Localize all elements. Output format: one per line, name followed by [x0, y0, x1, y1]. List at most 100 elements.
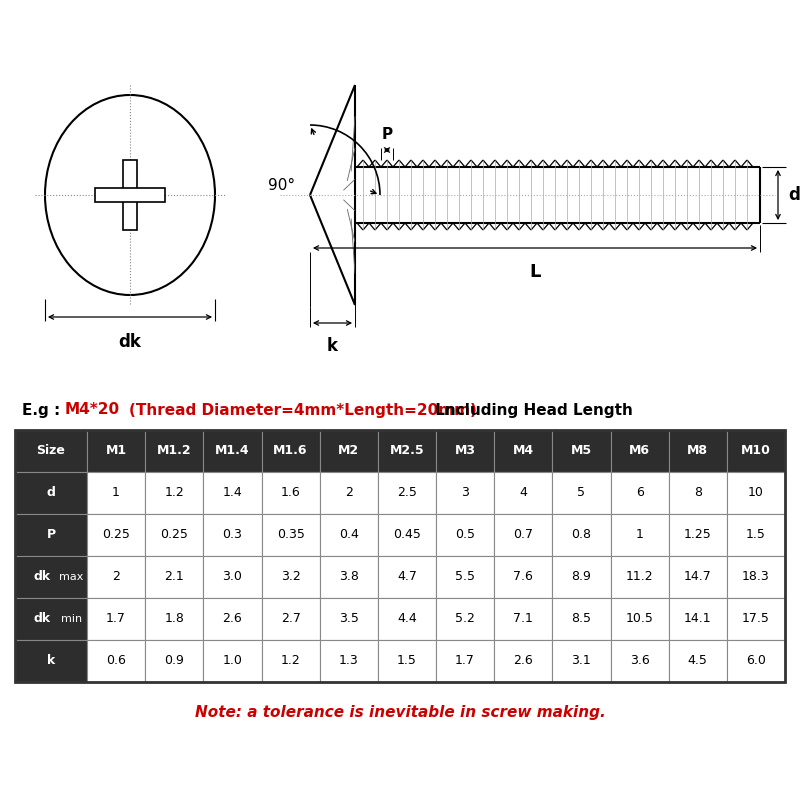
- Bar: [15, 514, 87, 556]
- Text: 10.5: 10.5: [626, 613, 654, 626]
- Text: 2.7: 2.7: [281, 613, 301, 626]
- Bar: [494, 640, 552, 682]
- Bar: [436, 472, 494, 514]
- Text: M8: M8: [687, 445, 708, 458]
- Bar: [378, 640, 436, 682]
- Text: 4.4: 4.4: [397, 613, 417, 626]
- Text: 4: 4: [519, 486, 527, 499]
- Text: 5.5: 5.5: [455, 570, 475, 583]
- Bar: [436, 640, 494, 682]
- Text: 2.6: 2.6: [514, 654, 533, 667]
- Text: 0.7: 0.7: [514, 529, 534, 542]
- Bar: [145, 556, 203, 598]
- Bar: [15, 430, 785, 682]
- Text: 0.25: 0.25: [160, 529, 188, 542]
- Text: 1.4: 1.4: [222, 486, 242, 499]
- Text: M6: M6: [629, 445, 650, 458]
- Bar: [262, 640, 320, 682]
- Text: 1.2: 1.2: [164, 486, 184, 499]
- Text: 1.3: 1.3: [339, 654, 358, 667]
- Bar: [610, 472, 669, 514]
- Text: 3.1: 3.1: [571, 654, 591, 667]
- Text: 1.6: 1.6: [281, 486, 301, 499]
- Bar: [145, 514, 203, 556]
- Text: P: P: [382, 127, 393, 142]
- Text: max: max: [59, 572, 83, 582]
- Text: M4: M4: [513, 445, 534, 458]
- Text: dk: dk: [34, 570, 51, 583]
- Text: dk: dk: [34, 613, 51, 626]
- Bar: [727, 514, 785, 556]
- Bar: [610, 430, 669, 472]
- Text: M1: M1: [106, 445, 126, 458]
- Text: 5.2: 5.2: [455, 613, 475, 626]
- Text: 0.9: 0.9: [164, 654, 184, 667]
- Text: 2: 2: [345, 486, 353, 499]
- Bar: [320, 514, 378, 556]
- Text: 6.0: 6.0: [746, 654, 766, 667]
- Bar: [87, 514, 145, 556]
- Text: 0.5: 0.5: [455, 529, 475, 542]
- Text: 6: 6: [636, 486, 643, 499]
- Bar: [145, 598, 203, 640]
- Text: 0.6: 0.6: [106, 654, 126, 667]
- Bar: [552, 430, 610, 472]
- Text: min: min: [61, 614, 82, 624]
- Bar: [320, 640, 378, 682]
- Text: 3.6: 3.6: [630, 654, 650, 667]
- Bar: [494, 472, 552, 514]
- Text: M2.5: M2.5: [390, 445, 424, 458]
- Text: dk: dk: [118, 333, 142, 351]
- Bar: [15, 640, 87, 682]
- Bar: [378, 556, 436, 598]
- Text: 14.1: 14.1: [684, 613, 711, 626]
- Bar: [378, 514, 436, 556]
- Text: 1.5: 1.5: [397, 654, 417, 667]
- Bar: [494, 430, 552, 472]
- Bar: [203, 472, 262, 514]
- Bar: [552, 514, 610, 556]
- Text: 2.1: 2.1: [164, 570, 184, 583]
- Text: 0.3: 0.3: [222, 529, 242, 542]
- Text: 14.7: 14.7: [684, 570, 712, 583]
- Text: Lncluding Head Length: Lncluding Head Length: [430, 402, 633, 418]
- Bar: [203, 556, 262, 598]
- Bar: [145, 640, 203, 682]
- Bar: [610, 556, 669, 598]
- Text: d: d: [46, 486, 55, 499]
- Bar: [669, 640, 727, 682]
- Text: 2.6: 2.6: [222, 613, 242, 626]
- Bar: [378, 598, 436, 640]
- Bar: [203, 640, 262, 682]
- Bar: [669, 556, 727, 598]
- Text: 8: 8: [694, 486, 702, 499]
- Text: 90°: 90°: [268, 178, 295, 193]
- Bar: [95, 188, 165, 202]
- Text: 1: 1: [112, 486, 120, 499]
- Text: 1: 1: [636, 529, 643, 542]
- Text: 1.8: 1.8: [164, 613, 184, 626]
- Text: 5: 5: [578, 486, 586, 499]
- Text: 0.4: 0.4: [339, 529, 358, 542]
- Text: 11.2: 11.2: [626, 570, 654, 583]
- Text: Size: Size: [37, 445, 66, 458]
- Bar: [669, 472, 727, 514]
- Text: M1.4: M1.4: [215, 445, 250, 458]
- Text: 10: 10: [748, 486, 764, 499]
- Text: 0.35: 0.35: [277, 529, 305, 542]
- Bar: [262, 430, 320, 472]
- Bar: [203, 514, 262, 556]
- Text: 3.0: 3.0: [222, 570, 242, 583]
- Bar: [262, 472, 320, 514]
- Bar: [552, 598, 610, 640]
- Bar: [203, 598, 262, 640]
- Text: 3: 3: [461, 486, 469, 499]
- Text: Note: a tolerance is inevitable in screw making.: Note: a tolerance is inevitable in screw…: [194, 705, 606, 719]
- Text: M1.2: M1.2: [157, 445, 191, 458]
- Bar: [320, 598, 378, 640]
- Bar: [262, 598, 320, 640]
- Text: k: k: [327, 337, 338, 355]
- Text: M2: M2: [338, 445, 359, 458]
- Bar: [123, 160, 137, 230]
- Text: L: L: [530, 263, 541, 281]
